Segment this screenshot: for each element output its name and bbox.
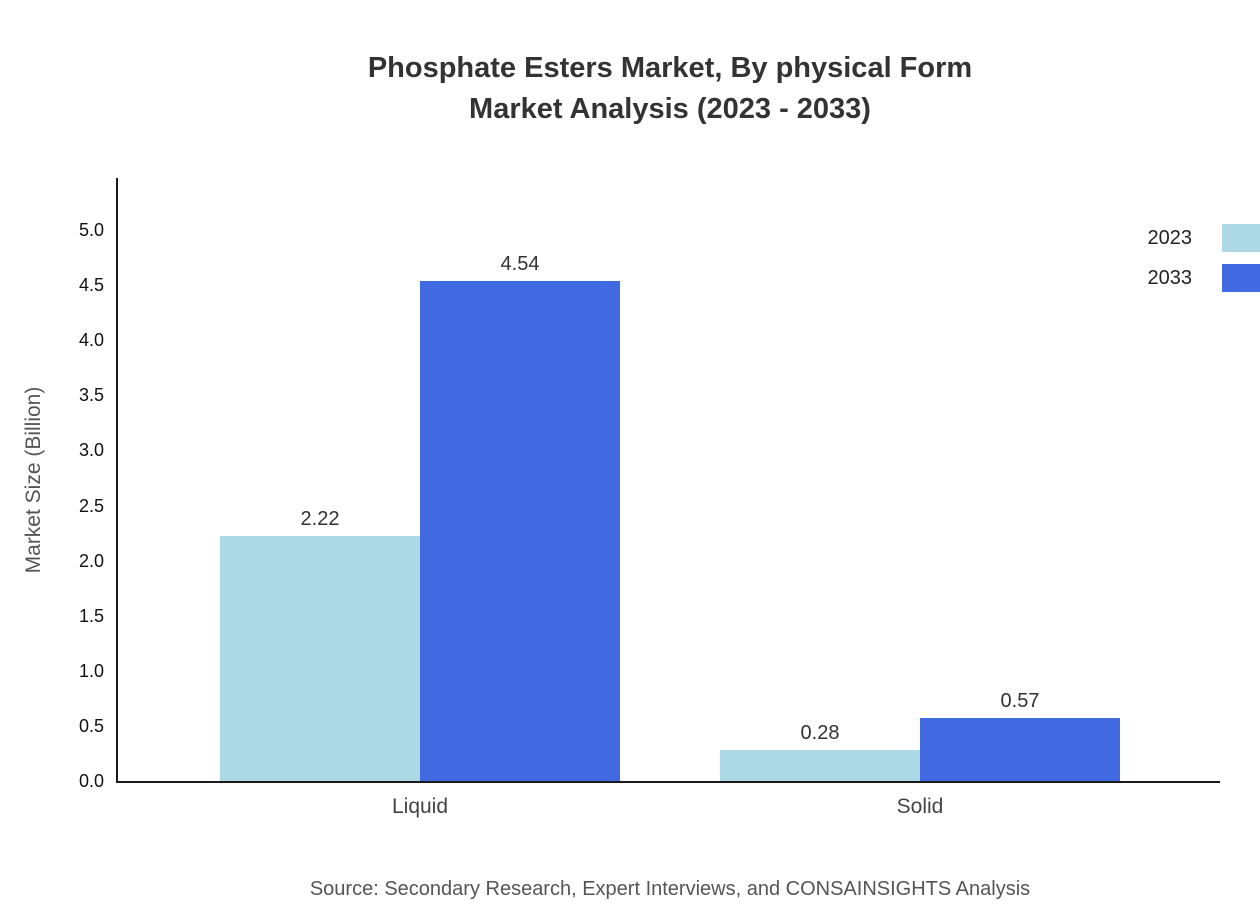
bar-value-label: 2.22: [300, 508, 340, 531]
legend-label: 2023: [1147, 226, 1193, 249]
legend-swatch: [1222, 224, 1260, 252]
y-tick-label: 1.5: [78, 605, 104, 626]
y-tick-label: 4.5: [78, 275, 104, 296]
x-category-label-liquid: Liquid: [391, 795, 449, 818]
source-text: Source: Secondary Research, Expert Inter…: [309, 878, 1031, 900]
y-tick-label: 3.0: [78, 440, 104, 461]
y-tick-label: 5.0: [78, 220, 104, 240]
y-tick-label: 2.5: [78, 495, 104, 516]
y-axis-label: Market Size (Billion): [22, 386, 45, 574]
legend-item-2023: 2023: [1148, 218, 1260, 258]
bar-value-label: 0.28: [800, 722, 840, 745]
x-category-label-solid: Solid: [896, 795, 944, 818]
bar-solid-2033: [920, 718, 1120, 781]
legend-item-2033: 2033: [1148, 258, 1260, 298]
bar-value-label: 4.54: [500, 252, 540, 275]
bar-liquid-2023: [220, 536, 420, 781]
y-tick-label: 2.0: [78, 550, 104, 571]
y-tick-label: 1.0: [78, 660, 104, 681]
y-axis-line: [116, 178, 118, 783]
chart-title-line1: Phosphate Esters Market, By physical For…: [367, 52, 973, 84]
legend: 2023 2033: [1148, 218, 1260, 298]
y-tick-label: 0.0: [78, 771, 104, 791]
legend-swatch: [1222, 264, 1260, 292]
legend-label: 2033: [1147, 266, 1193, 289]
chart-title-line2: Market Analysis (2023 - 2033): [469, 93, 871, 125]
bar-liquid-2033: [420, 280, 620, 781]
x-axis-line: [116, 781, 1220, 783]
chart-title: Phosphate Esters Market, By physical For…: [80, 48, 1260, 130]
y-tick-label: 4.0: [78, 330, 104, 351]
bar-value-label: 0.57: [1000, 690, 1040, 713]
bar-solid-2023: [720, 750, 920, 781]
y-tick-label: 0.5: [78, 715, 104, 736]
y-tick-label: 3.5: [78, 385, 104, 406]
